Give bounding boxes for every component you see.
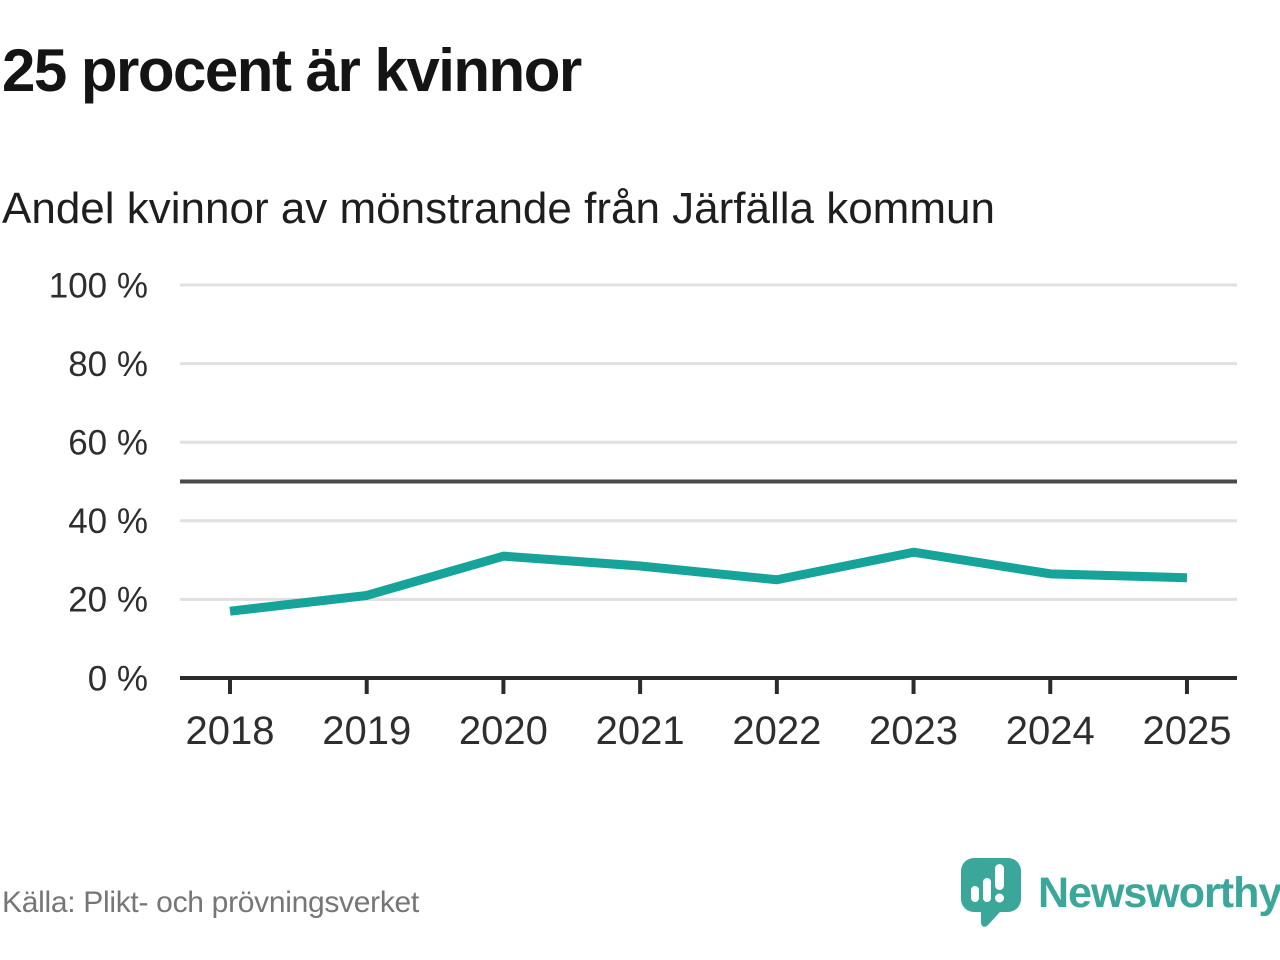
- x-tick-label-2020: 2020: [459, 709, 548, 753]
- x-tick-label-2021: 2021: [596, 709, 685, 753]
- newsworthy-logo: Newsworthy: [958, 856, 1280, 930]
- newsworthy-icon: [961, 858, 1021, 927]
- chart-subtitle: Andel kvinnor av mönstrande från Järfäll…: [2, 184, 995, 233]
- y-tick-label-80: 80 %: [68, 345, 148, 384]
- y-tick-label-0: 0 %: [88, 659, 148, 698]
- x-tick-label-2019: 2019: [322, 709, 411, 753]
- x-tick-label-2025: 2025: [1142, 709, 1231, 753]
- y-tick-label-60: 60 %: [68, 423, 148, 462]
- brand-name: Newsworthy: [1038, 868, 1280, 917]
- logo-exclamation-bar: [995, 864, 1004, 890]
- y-tick-label-20: 20 %: [68, 581, 148, 620]
- x-tick-label-2024: 2024: [1006, 709, 1095, 753]
- x-tick-label-2023: 2023: [869, 709, 958, 753]
- chart-title: 25 procent är kvinnor: [2, 37, 582, 104]
- x-tick-label-2018: 2018: [186, 709, 275, 753]
- y-tick-label-100: 100 %: [49, 266, 148, 305]
- logo-bar-medium: [983, 878, 991, 902]
- logo-bar-short: [971, 886, 979, 902]
- y-tick-label-40: 40 %: [68, 502, 148, 541]
- source-note: Källa: Plikt- och prövningsverket: [2, 886, 419, 919]
- x-tick-label-2022: 2022: [732, 709, 821, 753]
- logo-exclamation-dot: [995, 893, 1004, 903]
- data-line: [229, 547, 1188, 616]
